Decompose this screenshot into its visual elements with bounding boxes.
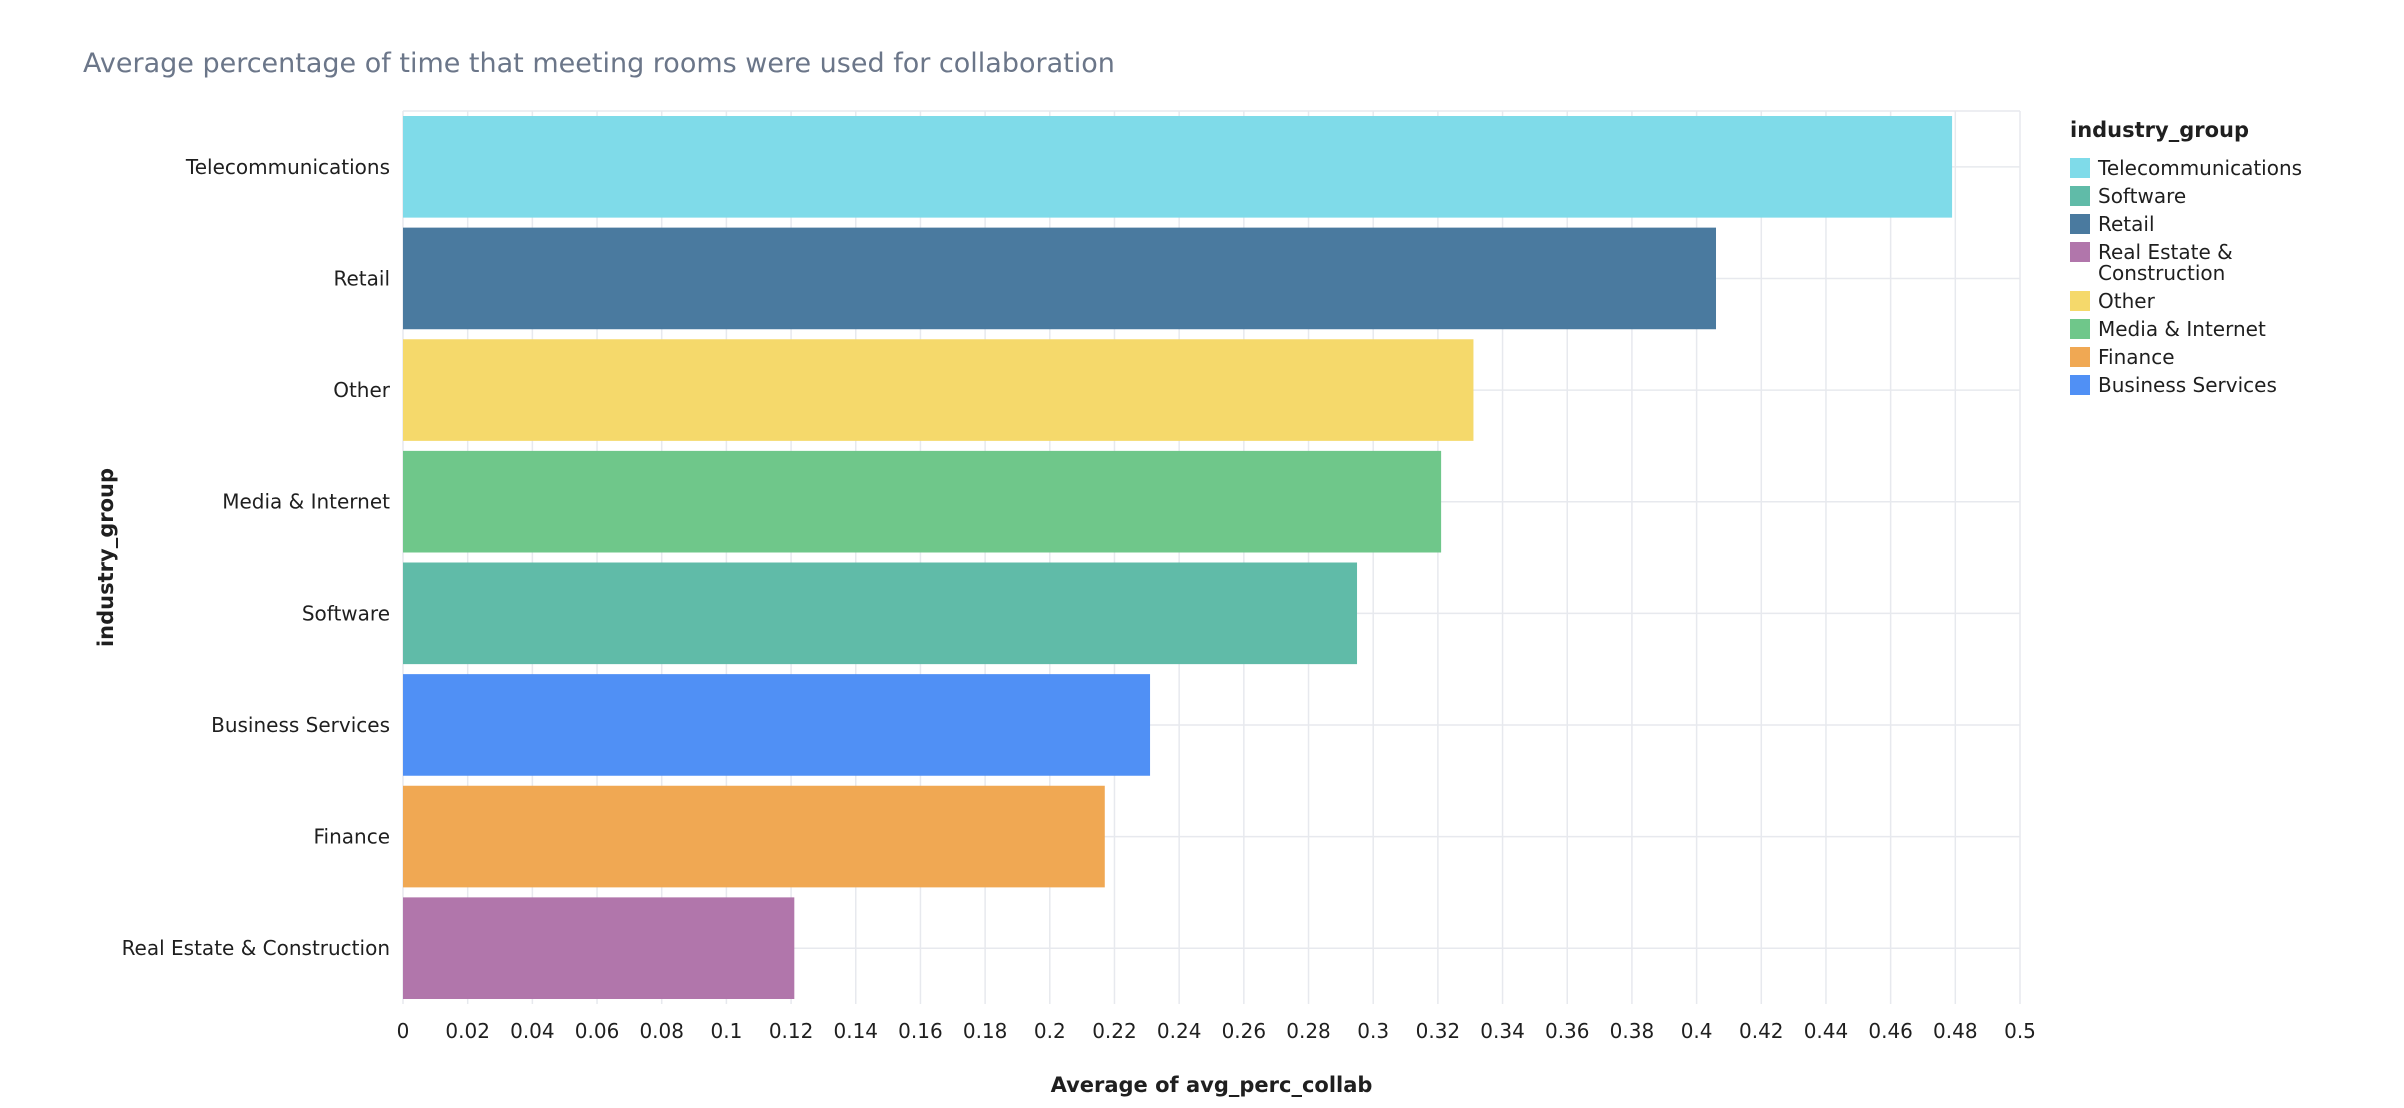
- x-tick-label: 0.32: [1416, 1019, 1461, 1043]
- y-tick-label: Other: [333, 378, 391, 402]
- legend-label: Real Estate & Construction: [2098, 240, 2233, 285]
- legend-item[interactable]: Telecommunications: [2070, 156, 2302, 180]
- bar[interactable]: [403, 227, 1717, 330]
- bar[interactable]: [403, 674, 1151, 776]
- y-tick-label: Telecommunications: [185, 155, 390, 179]
- x-tick-label: 0.3: [1357, 1019, 1389, 1043]
- x-tick-label: 0.18: [963, 1019, 1008, 1043]
- x-tick-label: 0.24: [1157, 1019, 1202, 1043]
- bar[interactable]: [403, 339, 1474, 441]
- legend-label: Finance: [2098, 345, 2175, 369]
- legend-swatch: [2070, 242, 2090, 262]
- legend-swatch: [2070, 319, 2090, 339]
- x-tick-label: 0.14: [833, 1019, 878, 1043]
- x-tick-label: 0.42: [1739, 1019, 1784, 1043]
- x-tick-label: 0.16: [898, 1019, 943, 1043]
- x-tick-label: 0.08: [639, 1019, 684, 1043]
- bar[interactable]: [403, 116, 1953, 218]
- x-tick-label: 0.28: [1286, 1019, 1331, 1043]
- x-tick-label: 0.36: [1545, 1019, 1590, 1043]
- x-tick-label: 0.34: [1480, 1019, 1525, 1043]
- x-tick-label: 0.02: [445, 1019, 490, 1043]
- x-tick-label: 0.46: [1868, 1019, 1913, 1043]
- legend-label: Business Services: [2098, 373, 2277, 397]
- bar[interactable]: [403, 562, 1358, 665]
- legend-item[interactable]: Real Estate & Construction: [2070, 240, 2233, 285]
- x-tick-label: 0.04: [510, 1019, 555, 1043]
- x-tick-label: 0.44: [1804, 1019, 1849, 1043]
- legend-item[interactable]: Finance: [2070, 345, 2175, 369]
- bar[interactable]: [403, 897, 795, 999]
- y-tick-label: Retail: [333, 266, 390, 290]
- legend-item[interactable]: Media & Internet: [2070, 317, 2266, 341]
- bar[interactable]: [403, 450, 1442, 553]
- y-tick-label: Finance: [313, 825, 390, 849]
- legend-swatch: [2070, 291, 2090, 311]
- legend-label: Media & Internet: [2098, 317, 2266, 341]
- legend-label: Retail: [2098, 212, 2155, 236]
- x-tick-label: 0: [397, 1019, 410, 1043]
- y-tick-labels: Telecommunications Retail Other Media & Int…: [122, 155, 391, 960]
- legend-item[interactable]: Business Services: [2070, 373, 2277, 397]
- legend-label: Telecommunications: [2097, 156, 2302, 180]
- x-tick-label: 0.5: [2004, 1019, 2036, 1043]
- x-tick-label: 0.1: [710, 1019, 742, 1043]
- x-tick-label: 0.06: [575, 1019, 620, 1043]
- bars: [403, 116, 1953, 999]
- legend-swatch: [2070, 158, 2090, 178]
- legend-item[interactable]: Other: [2070, 289, 2156, 313]
- legend-label: Software: [2098, 184, 2186, 208]
- legend-swatch: [2070, 214, 2090, 234]
- x-tick-label: 0.4: [1681, 1019, 1713, 1043]
- legend-swatch: [2070, 347, 2090, 367]
- legend-item[interactable]: Retail: [2070, 212, 2155, 236]
- legend-swatch: [2070, 375, 2090, 395]
- chart-title: Average percentage of time that meeting …: [83, 48, 1115, 79]
- x-tick-labels: 0 0.02 0.04 0.06 0.08 0.1 0.12 0.14 0.16 0.18 0.2 0…: [397, 1019, 2036, 1043]
- bar[interactable]: [403, 785, 1105, 888]
- legend-title: industry_group: [2070, 118, 2249, 142]
- x-tick-label: 0.48: [1933, 1019, 1978, 1043]
- y-tick-label: Media & Internet: [222, 490, 390, 514]
- y-tick-label: Real Estate & Construction: [122, 936, 390, 960]
- x-tick-label: 0.38: [1610, 1019, 1655, 1043]
- legend: industry_group Telecommunications Softwar…: [2070, 118, 2302, 397]
- legend-label: Other: [2098, 289, 2156, 313]
- x-tick-label: 0.2: [1034, 1019, 1066, 1043]
- legend-item[interactable]: Software: [2070, 184, 2186, 208]
- legend-swatch: [2070, 186, 2090, 206]
- y-tick-label: Business Services: [211, 713, 390, 737]
- y-axis-title: industry_group: [94, 468, 118, 647]
- x-tick-label: 0.26: [1222, 1019, 1267, 1043]
- y-tick-label: Software: [302, 601, 390, 625]
- x-tick-label: 0.12: [769, 1019, 814, 1043]
- x-axis-title: Average of avg_perc_collab: [1051, 1073, 1373, 1097]
- x-tick-label: 0.22: [1092, 1019, 1137, 1043]
